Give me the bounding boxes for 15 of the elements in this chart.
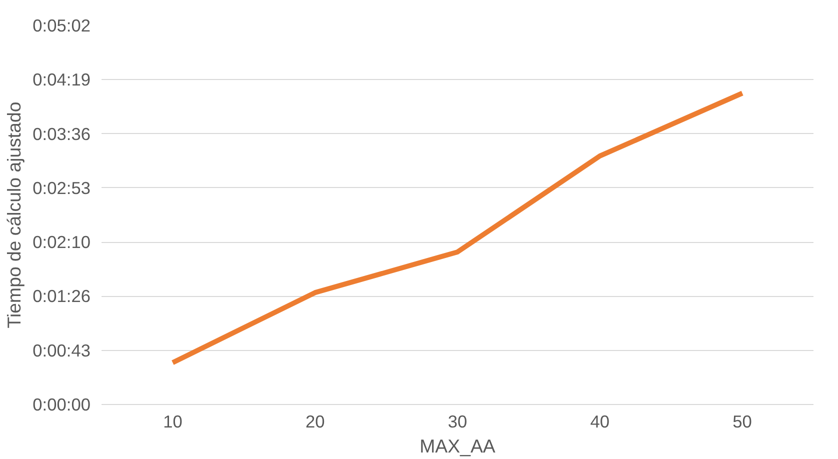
y-tick-label: 0:00:43	[32, 340, 91, 360]
x-tick-label: 20	[305, 412, 325, 432]
y-tick-label: 0:02:53	[32, 178, 91, 198]
y-axis-title: Tiempo de cálculo ajustado	[4, 102, 25, 328]
x-tick-label: 10	[163, 412, 182, 432]
y-tick-label: 0:03:36	[32, 124, 91, 144]
y-tick-label: 0:04:19	[32, 70, 91, 90]
y-tick-label: 0:05:02	[32, 16, 91, 36]
x-axis-title: MAX_AA	[420, 436, 496, 456]
y-tick-label: 0:01:26	[32, 286, 91, 306]
y-tick-label: 0:00:00	[32, 394, 91, 414]
x-tick-label: 40	[590, 412, 610, 432]
y-tick-label: 0:02:10	[32, 232, 91, 252]
x-tick-label: 50	[732, 412, 752, 432]
x-tick-label: 30	[448, 412, 468, 432]
